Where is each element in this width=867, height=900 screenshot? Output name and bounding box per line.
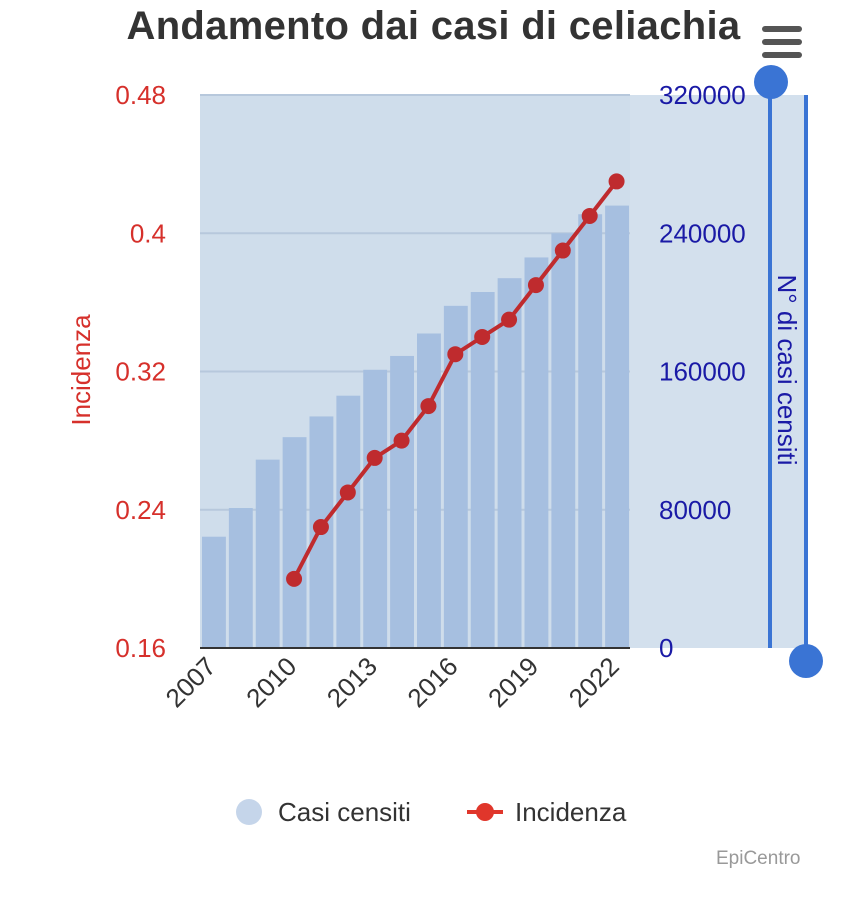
y-right-tick-label: 320000 bbox=[659, 80, 746, 110]
incidenza-point[interactable] bbox=[527, 277, 544, 294]
chart-title: Andamento dai casi di celiachia bbox=[126, 4, 741, 48]
legend-swatch-casi-icon bbox=[236, 799, 262, 825]
legend-swatch-incidenza-icon bbox=[467, 799, 503, 825]
incidenza-point[interactable] bbox=[554, 242, 571, 259]
navigator-handle-bottom[interactable] bbox=[789, 644, 823, 678]
right-panel-background bbox=[630, 95, 805, 648]
bar-casi-censiti[interactable] bbox=[497, 278, 522, 648]
y-right-tick-label: 0 bbox=[659, 633, 673, 663]
incidenza-point[interactable] bbox=[286, 570, 303, 587]
bar-casi-censiti[interactable] bbox=[363, 369, 388, 648]
y-left-tick-label: 0.4 bbox=[130, 218, 166, 248]
x-tick-label: 2010 bbox=[240, 651, 302, 713]
incidenza-point[interactable] bbox=[420, 398, 437, 415]
bar-casi-censiti[interactable] bbox=[336, 395, 361, 648]
bar-casi-censiti[interactable] bbox=[202, 536, 226, 648]
y-left-tick-label: 0.32 bbox=[115, 357, 166, 387]
x-tick-label: 2022 bbox=[563, 651, 625, 713]
incidenza-point[interactable] bbox=[339, 484, 356, 501]
legend-label-casi: Casi censiti bbox=[278, 796, 411, 827]
bar-casi-censiti[interactable] bbox=[255, 459, 280, 648]
incidenza-point[interactable] bbox=[608, 173, 625, 190]
bar-casi-censiti[interactable] bbox=[578, 214, 603, 648]
bar-casi-censiti[interactable] bbox=[470, 292, 495, 648]
x-tick-label: 2019 bbox=[482, 651, 544, 713]
legend-item-incidenza[interactable]: Incidenza bbox=[467, 792, 626, 832]
incidenza-point[interactable] bbox=[312, 519, 329, 536]
bar-casi-censiti[interactable] bbox=[524, 257, 549, 648]
bar-casi-censiti[interactable] bbox=[551, 233, 576, 648]
incidenza-point[interactable] bbox=[501, 311, 518, 328]
hamburger-menu-icon[interactable] bbox=[758, 22, 806, 62]
incidenza-point[interactable] bbox=[581, 207, 598, 224]
bar-casi-censiti[interactable] bbox=[417, 333, 441, 648]
incidenza-point[interactable] bbox=[447, 346, 464, 363]
incidenza-point[interactable] bbox=[366, 449, 383, 466]
bar-casi-censiti[interactable] bbox=[390, 355, 414, 648]
x-tick-label: 2016 bbox=[401, 651, 463, 713]
bar-casi-censiti[interactable] bbox=[443, 305, 468, 648]
y-right-tick-label: 80000 bbox=[659, 495, 731, 525]
x-tick-label: 2007 bbox=[160, 651, 222, 713]
y-left-tick-label: 0.16 bbox=[115, 633, 166, 663]
incidenza-point[interactable] bbox=[474, 328, 491, 345]
y-left-axis-title: Incidenza bbox=[66, 314, 96, 426]
y-right-tick-label: 160000 bbox=[659, 357, 746, 387]
legend-label-incidenza: Incidenza bbox=[515, 796, 627, 827]
legend-item-casi-censiti[interactable]: Casi censiti bbox=[236, 792, 411, 832]
y-left-tick-label: 0.24 bbox=[115, 495, 166, 525]
navigator-handle-top[interactable] bbox=[754, 65, 788, 99]
bar-casi-censiti[interactable] bbox=[282, 437, 307, 648]
x-tick-label: 2013 bbox=[321, 651, 383, 713]
bar-casi-censiti[interactable] bbox=[228, 508, 253, 648]
y-right-axis-title: N° di casi censiti bbox=[772, 274, 802, 465]
incidenza-point[interactable] bbox=[393, 432, 410, 449]
y-left-tick-label: 0.48 bbox=[115, 80, 166, 110]
bar-casi-censiti[interactable] bbox=[605, 205, 629, 648]
credits-link[interactable]: EpiCentro bbox=[716, 848, 801, 869]
y-right-tick-label: 240000 bbox=[659, 218, 746, 248]
legend: Casi censiti Incidenza bbox=[0, 792, 867, 832]
